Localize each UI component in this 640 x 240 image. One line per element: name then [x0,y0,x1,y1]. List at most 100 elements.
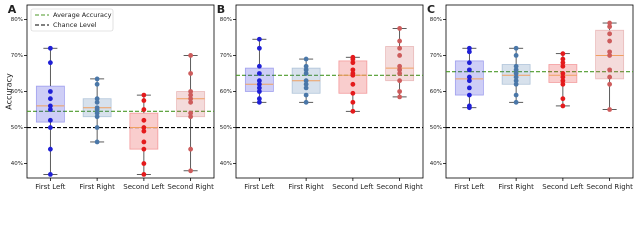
data-point [303,81,309,87]
data-point [94,99,100,105]
data-point [607,20,613,26]
data-point [188,168,194,174]
data-point [141,98,147,103]
data-point [141,139,147,145]
panel-label: B [217,3,225,16]
y-axis-label: Accuracy [5,73,14,110]
data-point [303,85,309,91]
data-point [188,110,194,116]
data-point [350,72,356,78]
x-tick-label: Second Right [167,183,214,191]
data-point [466,67,472,73]
x-tick-label: Second Left [123,183,164,191]
data-point [350,67,356,73]
data-point [607,38,613,44]
data-point [560,78,566,84]
data-point [350,99,356,105]
x-tick-label: First Right [288,183,324,191]
data-point [303,71,309,76]
data-point [94,96,100,102]
data-point [607,49,613,55]
y-tick-label: 80% [220,17,232,23]
data-point [188,89,194,94]
data-point [560,81,566,87]
panel-label: C [427,3,435,16]
data-point [141,107,147,112]
data-point [47,96,53,102]
data-point [466,105,472,111]
data-point [466,45,472,51]
data-point [513,78,519,84]
data-point [256,85,262,91]
data-point [350,90,356,96]
data-point [256,96,262,102]
data-point [303,67,309,73]
data-point [607,107,613,112]
data-point [256,81,262,87]
x-tick-label: First Left [454,183,484,191]
legend-box [30,8,114,32]
data-point [256,63,262,69]
data-point [141,117,147,123]
y-tick-label: 70% [430,53,442,59]
data-point [466,92,472,98]
data-point [303,99,309,105]
data-point [47,146,53,152]
data-point [94,81,100,87]
data-point [47,107,53,112]
data-point [513,99,519,105]
data-point [607,31,613,37]
data-point [303,63,309,69]
data-point [47,60,53,66]
data-point [397,71,403,76]
data-point [560,103,566,109]
x-tick-label: Second Left [332,183,373,191]
data-point [141,146,147,152]
data-point [256,45,262,51]
data-point [513,67,519,73]
y-tick-label: 40% [220,161,232,167]
data-point [397,94,403,100]
data-point [560,74,566,80]
figure: A Accuracy 40% 50% 60% 70% 80% First Left First … [5,3,634,191]
data-point [466,78,472,84]
data-point [466,60,472,66]
data-point [256,71,262,76]
data-point [350,56,356,62]
data-point [560,60,566,66]
data-point [607,53,613,58]
data-point [256,99,262,105]
data-point [350,108,356,114]
y-tick-label: 50% [430,125,442,131]
y-tick-label: 60% [430,89,442,95]
data-point [141,128,147,134]
y-tick-label: 70% [220,53,232,59]
data-point [141,125,147,130]
data-point [188,92,194,98]
data-point [303,78,309,84]
data-point [397,38,403,44]
data-point [47,171,53,177]
data-point [397,53,403,58]
data-point [47,125,53,130]
data-point [397,63,403,69]
data-point [47,117,53,123]
legend-label: Chance Level [53,21,97,29]
data-point [607,81,613,87]
data-point [141,161,147,166]
data-point [466,85,472,91]
data-point [47,89,53,94]
data-point [256,89,262,94]
data-point [513,81,519,87]
data-point [513,71,519,76]
data-point [466,49,472,55]
data-point [94,114,100,120]
x-tick-label: First Right [498,183,534,191]
x-tick-label: Second Left [542,183,583,191]
data-point [350,81,356,87]
x-tick-label: First Right [79,183,115,191]
data-point [560,71,566,76]
data-point [256,36,262,42]
x-tick-label: First Left [35,183,65,191]
data-point [607,24,613,30]
